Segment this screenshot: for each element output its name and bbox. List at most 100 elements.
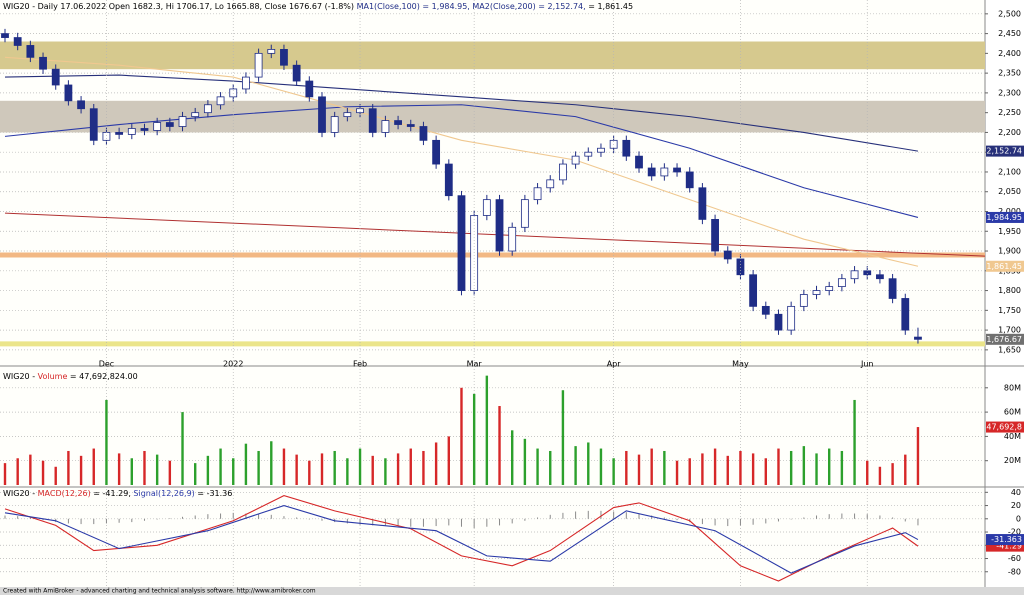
y-tick-label: 1,750 [998, 306, 1021, 315]
volume-bar [561, 390, 565, 485]
value-badge-label: 47,692,8 [986, 423, 1022, 432]
y-tick-label: 80M [1004, 383, 1021, 392]
zone-band [0, 41, 985, 70]
y-tick-label: 1,700 [998, 326, 1021, 335]
moving-average [4, 74, 919, 152]
candle-body [457, 195, 466, 291]
title-part: Volume [38, 372, 68, 381]
volume-bar [206, 455, 210, 485]
volume-bar [447, 436, 450, 485]
volume-bar [295, 454, 298, 485]
candle-body [825, 286, 834, 291]
volume-bar [549, 450, 552, 485]
volume-bar [333, 450, 336, 485]
candle-body [546, 179, 555, 189]
candle-body [444, 163, 453, 197]
value-badge-label: 1,676.67 [986, 335, 1022, 344]
candle-body [685, 171, 694, 189]
candle-body [394, 120, 402, 125]
title-part: = 1,861.45 [588, 2, 633, 11]
panel-title: WIG20 - Volume = 47,692,824.00 [3, 372, 138, 381]
volume-bar [117, 453, 121, 485]
volume-bar [422, 450, 425, 485]
volume-bar [523, 438, 527, 485]
candle-body [698, 187, 707, 220]
candle-body [723, 250, 732, 260]
candle-body [216, 96, 225, 106]
x-tick-label: Apr [607, 360, 622, 369]
candle-body [673, 167, 681, 173]
footer-bar [0, 587, 1024, 595]
volume-bar [79, 455, 83, 485]
volume-bar [587, 442, 590, 485]
x-tick-label: 2022 [223, 360, 243, 369]
volume-bar [371, 455, 374, 485]
candle-body [267, 49, 276, 54]
title-part: = 47,692,824.00 [67, 372, 137, 381]
volume-bar [574, 446, 577, 485]
candle-body [482, 199, 491, 216]
candle-body [381, 120, 390, 133]
volume-bar [511, 430, 514, 485]
candle-body [178, 116, 187, 127]
candle-body [837, 278, 846, 288]
y-tick-label: 40M [1004, 432, 1021, 441]
candle-body [356, 108, 364, 114]
candle-body [584, 151, 593, 157]
candle-body [242, 76, 250, 90]
candle-body [406, 124, 415, 127]
volume-bar [612, 458, 615, 485]
candle-body [850, 270, 859, 280]
value-badge [986, 211, 1024, 223]
footer: Created with AmiBroker - advanced charti… [3, 588, 316, 595]
candle-body [711, 219, 719, 252]
candle-body [888, 278, 897, 299]
y-tick-label: 0 [1016, 514, 1021, 523]
candle-body [622, 139, 631, 157]
volume-bar [751, 453, 755, 485]
candle-body [419, 126, 428, 141]
volume-bar [308, 460, 311, 485]
volume-bar [143, 450, 146, 485]
value-badge-label: 2,152.74 [986, 147, 1022, 156]
title-part: Signal(12,26,9) [133, 489, 194, 498]
candle-body [647, 167, 656, 177]
candle-body [26, 45, 35, 58]
volume-bar [384, 458, 387, 485]
trend-line [4, 212, 986, 257]
volume-bar [904, 454, 907, 485]
candle-body [292, 64, 301, 82]
candle-body [191, 112, 200, 118]
title-part: MA2(Close,200) = 2,152.74, [472, 2, 588, 11]
candle-body [761, 305, 770, 315]
volume-bar [688, 458, 691, 485]
volume-bar [675, 460, 679, 485]
y-tick-label: 2,300 [998, 88, 1021, 97]
volume-bar [434, 442, 438, 485]
value-badge-label: 1,984.95 [986, 213, 1022, 222]
x-tick-label: Feb [353, 360, 367, 369]
y-tick-label: 2,500 [998, 9, 1021, 18]
candle-body [787, 305, 796, 331]
volume-bar [815, 453, 818, 485]
volume-bar [92, 448, 95, 485]
volume-bar [853, 399, 856, 485]
zone-band [0, 100, 985, 133]
candle-body [914, 336, 922, 340]
candle-body [470, 215, 479, 291]
volume-bar [244, 443, 248, 485]
volume-bar [625, 450, 628, 485]
x-tick-label: May [732, 360, 749, 369]
candle-body [64, 84, 73, 102]
volume-bar [650, 448, 653, 485]
y-tick-label: 1,950 [998, 227, 1021, 236]
title-part: WIG20 - [3, 489, 38, 498]
candle-body [115, 132, 124, 135]
value-badge [986, 540, 1024, 552]
y-tick-label: 20 [1011, 501, 1021, 510]
volume-bar [891, 463, 894, 485]
candle-body [77, 100, 85, 110]
title-part: MACD(12,26) [38, 489, 91, 498]
volume-bar [701, 453, 704, 485]
